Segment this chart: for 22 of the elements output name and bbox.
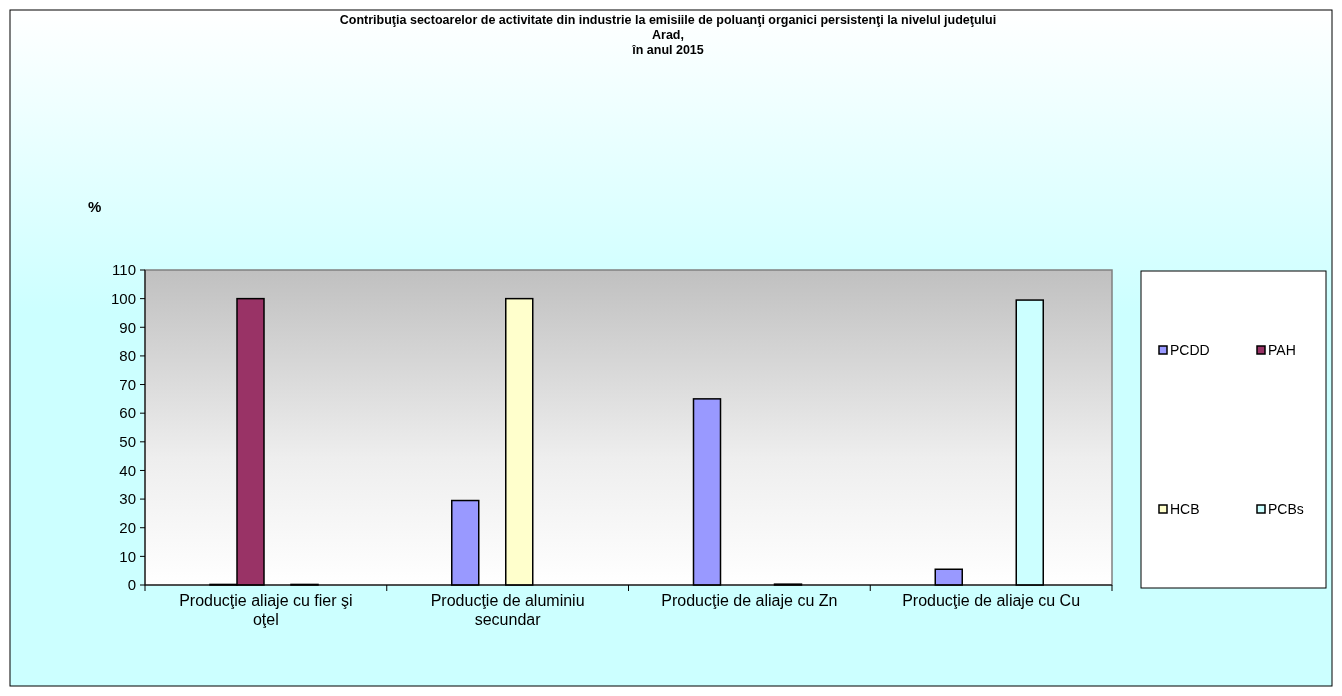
x-tick-label: Producţie de aluminiu secundar [430,592,585,628]
y-tick-label: 30 [119,490,136,508]
chart-title: Contribuţia sectoarelor de activitate din industrie la emisiile de poluanţi organici persistenţi la nivelul judeţului Arad, în anul 2015 [339,13,997,57]
y-tick-label: 20 [119,518,136,536]
y-tick-label: 100 [110,289,136,307]
legend-label: PCDD [1170,341,1210,358]
y-tick-label: 90 [119,318,136,336]
legend-label: PAH [1268,341,1296,358]
y-axis-title: % [88,198,102,215]
legend-label: HCB [1170,500,1200,517]
y-tick-label: 0 [127,576,136,594]
y-tick-label: 110 [112,261,136,279]
y-tick-label: 70 [119,375,136,393]
y-tick-label: 80 [119,347,136,365]
y-tick-label: 60 [119,404,136,422]
legend-label: PCBs [1268,500,1304,517]
y-tick-label: 10 [119,547,136,565]
x-tick-label: Producţie de aliaje cu Zn [661,592,838,609]
y-tick-label: 40 [119,461,136,479]
x-tick-label: Producţie aliaje cu fier şi oţel [179,592,353,628]
y-tick-label: 50 [119,433,136,451]
x-tick-label: Producţie de aliaje cu Cu [902,592,1081,609]
